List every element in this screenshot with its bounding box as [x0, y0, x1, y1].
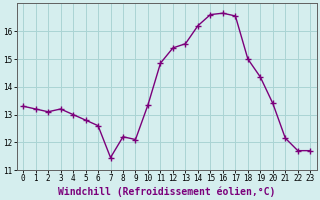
X-axis label: Windchill (Refroidissement éolien,°C): Windchill (Refroidissement éolien,°C) [58, 186, 276, 197]
